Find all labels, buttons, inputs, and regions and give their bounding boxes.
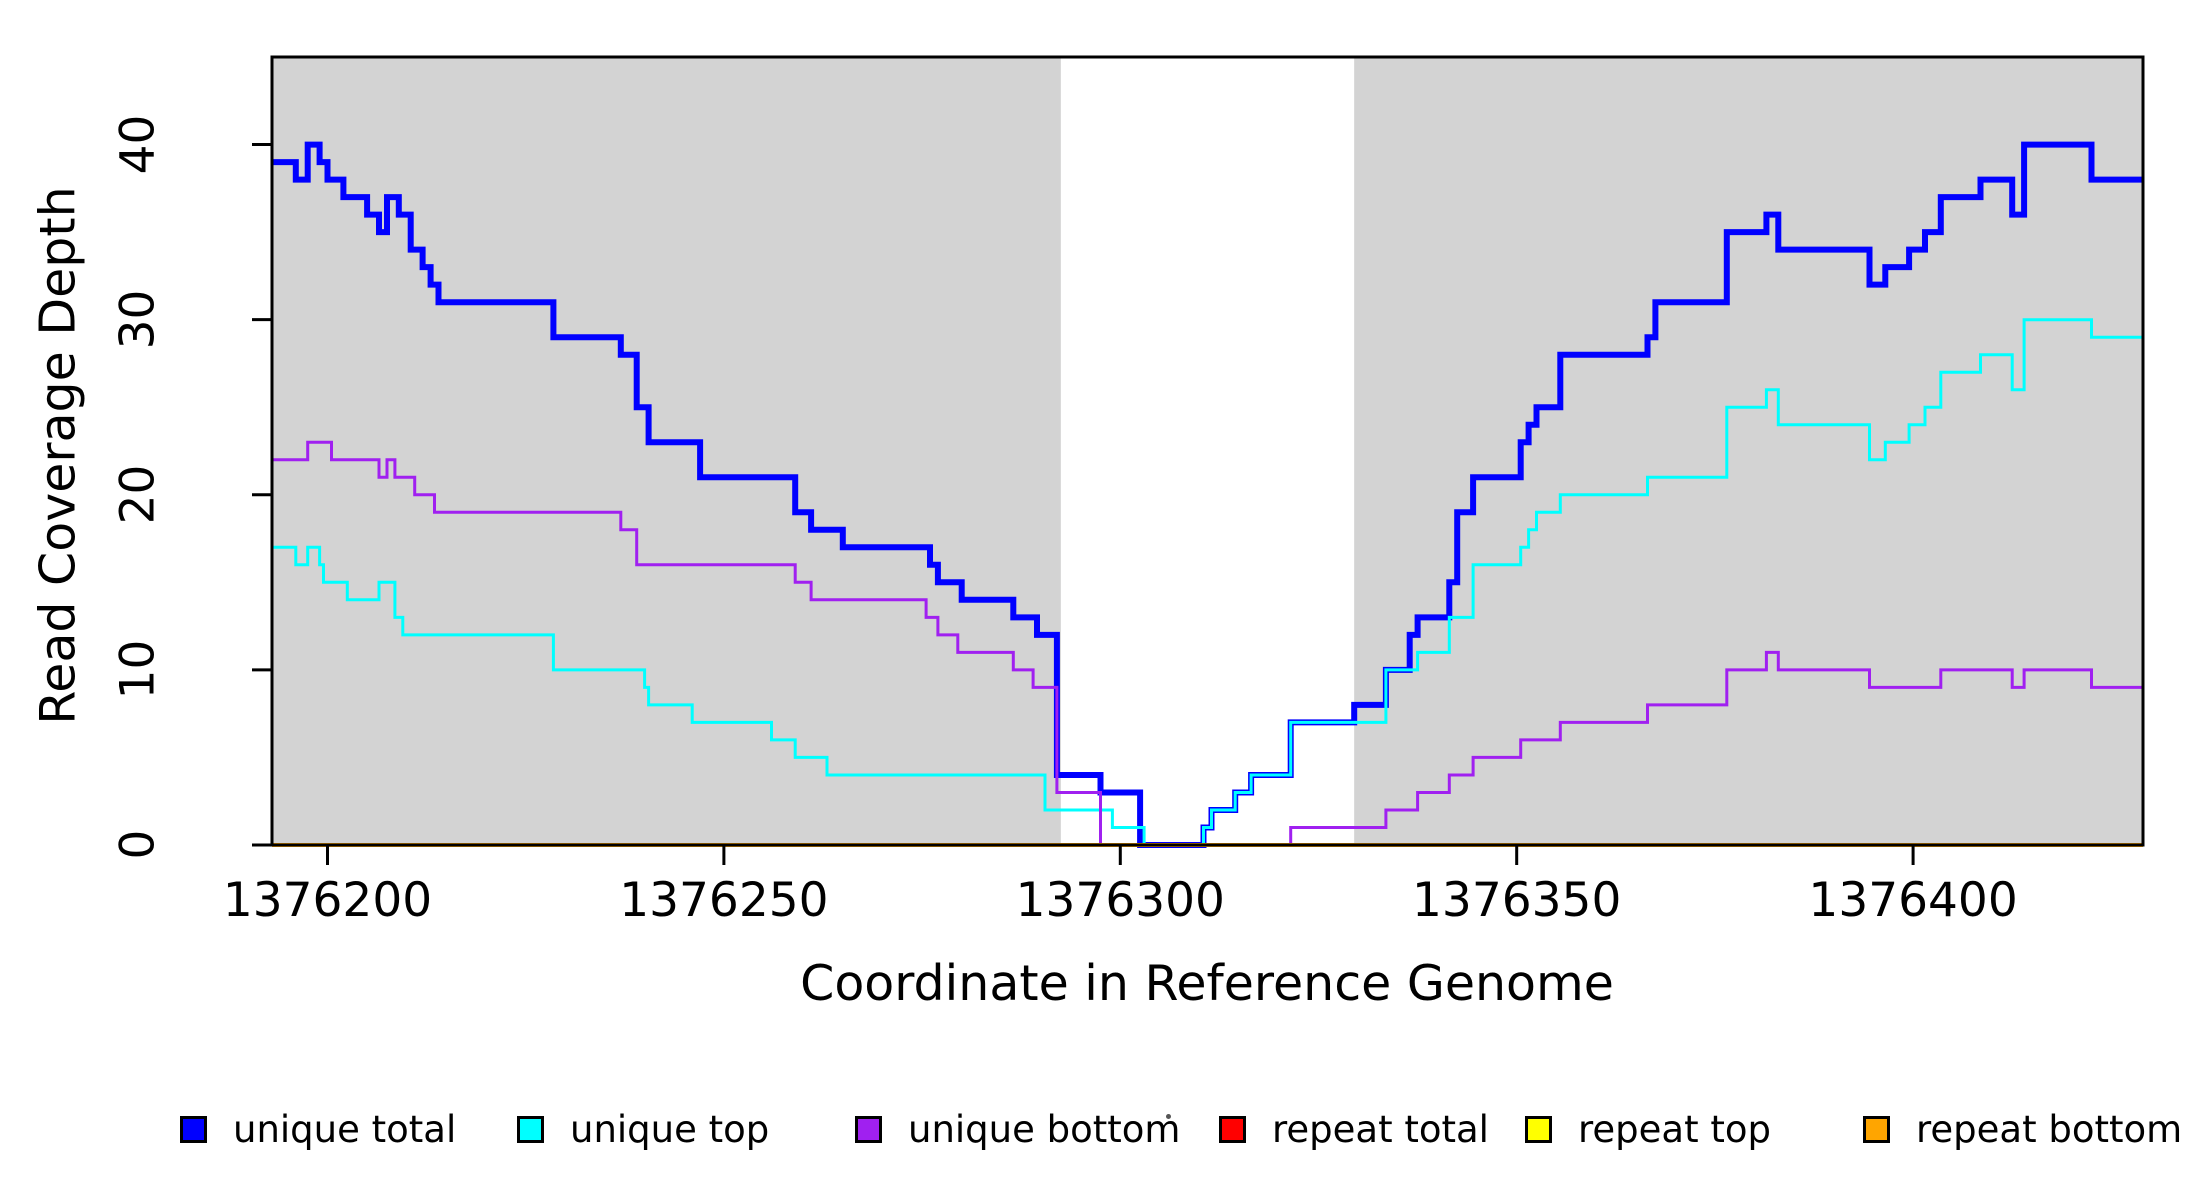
legend-swatch-unique-total xyxy=(180,1116,207,1143)
legend-label-repeat-top: repeat top xyxy=(1578,1108,1771,1151)
legend-swatch-repeat-bottom xyxy=(1863,1116,1890,1143)
legend-swatch-unique-bottom xyxy=(855,1116,882,1143)
x-tick-label-1376250: 1376250 xyxy=(619,873,829,928)
legend-swatch-repeat-total xyxy=(1219,1116,1246,1143)
series-unique-bottom xyxy=(272,440,2143,847)
legend-item-unique-total: unique total xyxy=(180,1108,456,1151)
y-tick-label-10: 10 xyxy=(110,639,166,700)
plot-box xyxy=(270,55,2145,847)
legend-label-repeat-total: repeat total xyxy=(1272,1108,1489,1151)
y-tick-label-30: 30 xyxy=(110,289,166,350)
x-axis-title: Coordinate in Reference Genome xyxy=(800,955,1614,1012)
legend-label-unique-total: unique total xyxy=(233,1108,457,1151)
shaded-region-0 xyxy=(272,57,1061,845)
legend-item-repeat-bottom: repeat bottom xyxy=(1863,1108,2182,1151)
legend-swatch-unique-top xyxy=(517,1116,544,1143)
legend-label-unique-top: unique top xyxy=(570,1108,770,1151)
legend-item-unique-top: unique top xyxy=(517,1108,769,1151)
y-axis-title: Read Coverage Depth xyxy=(29,186,87,725)
y-tick-label-40: 40 xyxy=(110,114,166,174)
y-tick-label-0: 0 xyxy=(110,829,166,860)
legend-item-repeat-top: repeat top xyxy=(1525,1108,1771,1151)
legend-item-unique-bottom: unique bottom xyxy=(855,1108,1180,1151)
legend-stray-dot xyxy=(1166,1114,1171,1119)
x-tick-label-1376200: 1376200 xyxy=(222,873,433,928)
legend-item-repeat-total: repeat total xyxy=(1219,1108,1489,1151)
x-tick-label-1376350: 1376350 xyxy=(1412,873,1622,928)
series-unique-top xyxy=(272,318,2143,847)
y-tick-label-20: 20 xyxy=(110,464,166,525)
legend-label-unique-bottom: unique bottom xyxy=(908,1108,1181,1151)
x-tick-label-1376400: 1376400 xyxy=(1808,873,2018,928)
legend-swatch-repeat-top xyxy=(1525,1116,1552,1143)
x-tick-label-1376300: 1376300 xyxy=(1015,873,1225,928)
legend-label-repeat-bottom: repeat bottom xyxy=(1916,1108,2183,1151)
